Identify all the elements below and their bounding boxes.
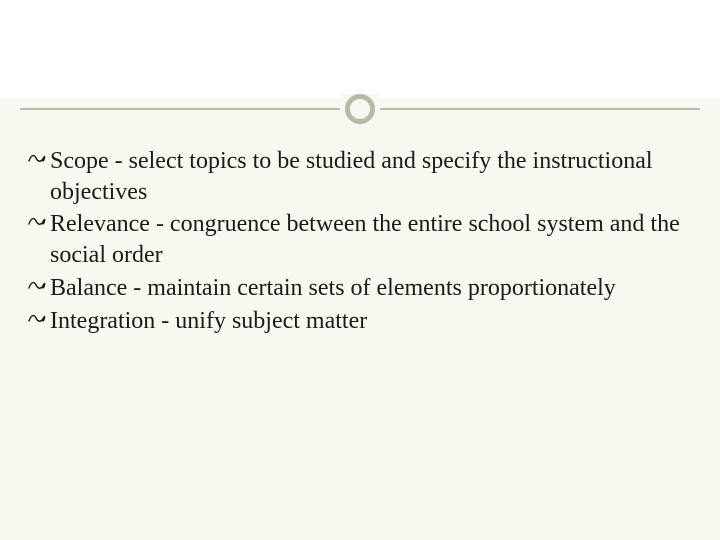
list-item: Integration - unify subject matter bbox=[28, 306, 692, 337]
top-white-band bbox=[0, 0, 720, 98]
scribble-bullet-icon bbox=[28, 279, 46, 293]
scribble-bullet-icon bbox=[28, 215, 46, 229]
list-item: Balance - maintain certain sets of eleme… bbox=[28, 273, 692, 304]
list-item-text: Integration - unify subject matter bbox=[50, 306, 367, 337]
list-item-text: Relevance - congruence between the entir… bbox=[50, 209, 692, 270]
divider-circle-ornament bbox=[345, 94, 375, 124]
list-item-text: Scope - select topics to be studied and … bbox=[50, 146, 692, 207]
list-item: Relevance - congruence between the entir… bbox=[28, 209, 692, 270]
scribble-bullet-icon bbox=[28, 152, 46, 166]
list-item: Scope - select topics to be studied and … bbox=[28, 146, 692, 207]
list-item-text: Balance - maintain certain sets of eleme… bbox=[50, 273, 616, 304]
scribble-bullet-icon bbox=[28, 312, 46, 326]
bullet-list: Scope - select topics to be studied and … bbox=[28, 146, 692, 338]
